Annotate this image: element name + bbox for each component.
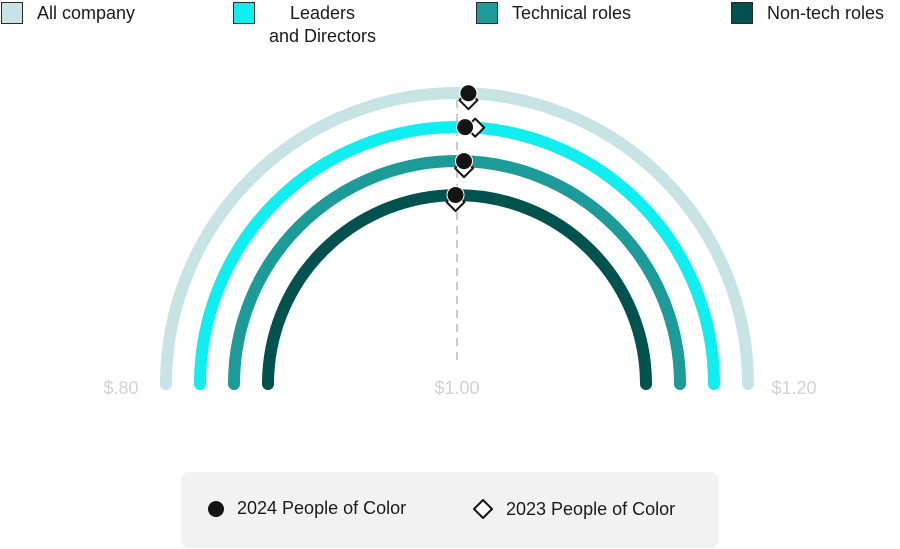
arc-all-company — [160, 87, 754, 390]
marker-2024-all-company — [459, 84, 478, 103]
legend-item-technical-roles: Technical roles — [476, 2, 631, 25]
legend-swatch-technical-roles — [476, 2, 498, 24]
marker-2024-leaders-and-directors — [456, 118, 475, 137]
legend-top: All company Leaders and Directors Techni… — [0, 0, 900, 50]
legend-item-non-tech-roles: Non-tech roles — [731, 2, 884, 25]
marker-legend: 2024 People of Color 2023 People of Colo… — [181, 472, 719, 548]
tick-label-max: $1.20 — [771, 378, 816, 398]
tick-label-min: $.80 — [103, 378, 138, 398]
legend-item-leaders-directors: Leaders and Directors — [233, 2, 376, 48]
tick-label-reference: $1.00 — [434, 378, 479, 398]
marker-2024-technical-roles — [455, 152, 474, 171]
marker-2024-non-tech-roles — [446, 186, 465, 205]
marker-legend-2024-label: 2024 People of Color — [237, 498, 407, 518]
filled-circle-icon — [208, 500, 224, 517]
gauge-chart: $.80 $1.00 $1.20 — [103, 84, 817, 398]
legend-label-leaders-directors: Leaders and Directors — [269, 2, 376, 48]
legend-label-leaders-line1: Leaders — [289, 3, 356, 23]
legend-label-all-company: All company — [37, 3, 136, 23]
diamond-outline-icon — [473, 499, 493, 519]
marker-legend-2023-label: 2023 People of Color — [506, 498, 676, 519]
legend-swatch-all-company — [1, 2, 23, 24]
marker-legend-2023: 2023 People of Color — [472, 498, 675, 520]
legend-item-all-company: All company — [1, 2, 135, 25]
marker-legend-2024: 2024 People of Color — [207, 498, 406, 519]
legend-swatch-leaders-directors — [233, 2, 255, 24]
legend-swatch-non-tech-roles — [731, 2, 753, 24]
legend-label-leaders-line2: and Directors — [269, 26, 377, 46]
legend-label-non-tech-roles: Non-tech roles — [767, 3, 885, 23]
legend-label-technical-roles: Technical roles — [512, 3, 632, 23]
gauge-markers — [445, 84, 486, 213]
